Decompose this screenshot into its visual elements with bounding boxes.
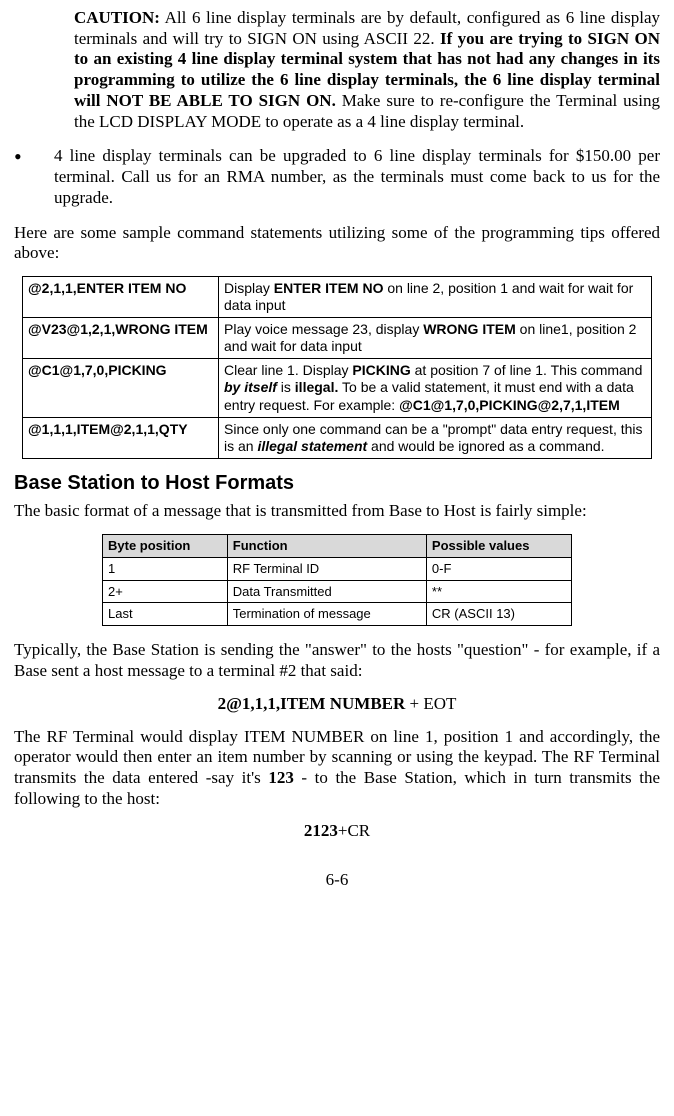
typically-para: Typically, the Base Station is sending t… — [14, 640, 660, 681]
bullet-item-upgrade: 4 line display terminals can be upgraded… — [14, 146, 660, 208]
desc-text: Clear line 1. Display — [224, 362, 352, 378]
desc-text: and would be ignored as a command. — [367, 438, 604, 454]
bytes-table: Byte position Function Possible values 1… — [102, 534, 572, 626]
caution-block: CAUTION: All 6 line display terminals ar… — [74, 8, 660, 132]
cell: Data Transmitted — [227, 580, 426, 603]
cell: RF Terminal ID — [227, 557, 426, 580]
col-byte-position: Byte position — [103, 534, 228, 557]
cell: 0-F — [426, 557, 571, 580]
desc-bold: WRONG ITEM — [423, 321, 516, 337]
col-possible-values: Possible values — [426, 534, 571, 557]
desc-cell: Clear line 1. Display PICKING at positio… — [219, 359, 652, 417]
cmd-cell: @1,1,1,ITEM@2,1,1,QTY — [23, 417, 219, 458]
desc-bolditalic: by itself — [224, 379, 277, 395]
table-row: @V23@1,2,1,WRONG ITEM Play voice message… — [23, 318, 652, 359]
desc-cell: Play voice message 23, display WRONG ITE… — [219, 318, 652, 359]
desc-bold: illegal. — [295, 379, 339, 395]
cell: CR (ASCII 13) — [426, 603, 571, 626]
cell: Last — [103, 603, 228, 626]
desc-text: Display — [224, 280, 274, 296]
example2-bold: 2123 — [304, 821, 338, 840]
desc-text: at position 7 of line 1. This command — [411, 362, 643, 378]
cmd-cell: @2,1,1,ENTER ITEM NO — [23, 277, 219, 318]
desc-text: Play voice message 23, display — [224, 321, 423, 337]
desc-cell: Since only one command can be a "prompt"… — [219, 417, 652, 458]
example-line-1: 2@1,1,1,ITEM NUMBER + EOT — [14, 694, 660, 715]
table-row: @C1@1,7,0,PICKING Clear line 1. Display … — [23, 359, 652, 417]
cell: 2+ — [103, 580, 228, 603]
desc-bold: PICKING — [352, 362, 410, 378]
col-function: Function — [227, 534, 426, 557]
table-header-row: Byte position Function Possible values — [103, 534, 572, 557]
table-row: @1,1,1,ITEM@2,1,1,QTY Since only one com… — [23, 417, 652, 458]
example2-tail: +CR — [338, 821, 370, 840]
desc-text: is — [277, 379, 295, 395]
table-row: 1 RF Terminal ID 0-F — [103, 557, 572, 580]
caution-label: CAUTION: — [74, 8, 160, 27]
example-line-2: 2123+CR — [14, 821, 660, 842]
sample-intro: Here are some sample command statements … — [14, 223, 660, 264]
cmd-cell: @C1@1,7,0,PICKING — [23, 359, 219, 417]
desc-cell: Display ENTER ITEM NO on line 2, positio… — [219, 277, 652, 318]
cell: Termination of message — [227, 603, 426, 626]
page-number: 6-6 — [14, 870, 660, 891]
table-row: @2,1,1,ENTER ITEM NO Display ENTER ITEM … — [23, 277, 652, 318]
cell: 1 — [103, 557, 228, 580]
example1-tail: + EOT — [405, 694, 456, 713]
cmd-cell: @V23@1,2,1,WRONG ITEM — [23, 318, 219, 359]
table-row: Last Termination of message CR (ASCII 13… — [103, 603, 572, 626]
rf-terminal-para: The RF Terminal would display ITEM NUMBE… — [14, 727, 660, 810]
table-row: 2+ Data Transmitted ** — [103, 580, 572, 603]
section-heading: Base Station to Host Formats — [14, 471, 660, 495]
rf-bold: 123 — [268, 768, 294, 787]
desc-bold: ENTER ITEM NO — [274, 280, 384, 296]
command-table: @2,1,1,ENTER ITEM NO Display ENTER ITEM … — [22, 276, 652, 459]
desc-bolditalic: illegal statement — [257, 438, 367, 454]
example1-bold: 2@1,1,1,ITEM NUMBER — [218, 694, 406, 713]
bullet-list: 4 line display terminals can be upgraded… — [14, 146, 660, 208]
basic-format-para: The basic format of a message that is tr… — [14, 501, 660, 522]
cell: ** — [426, 580, 571, 603]
desc-bold: @C1@1,7,0,PICKING@2,7,1,ITEM — [399, 397, 620, 413]
